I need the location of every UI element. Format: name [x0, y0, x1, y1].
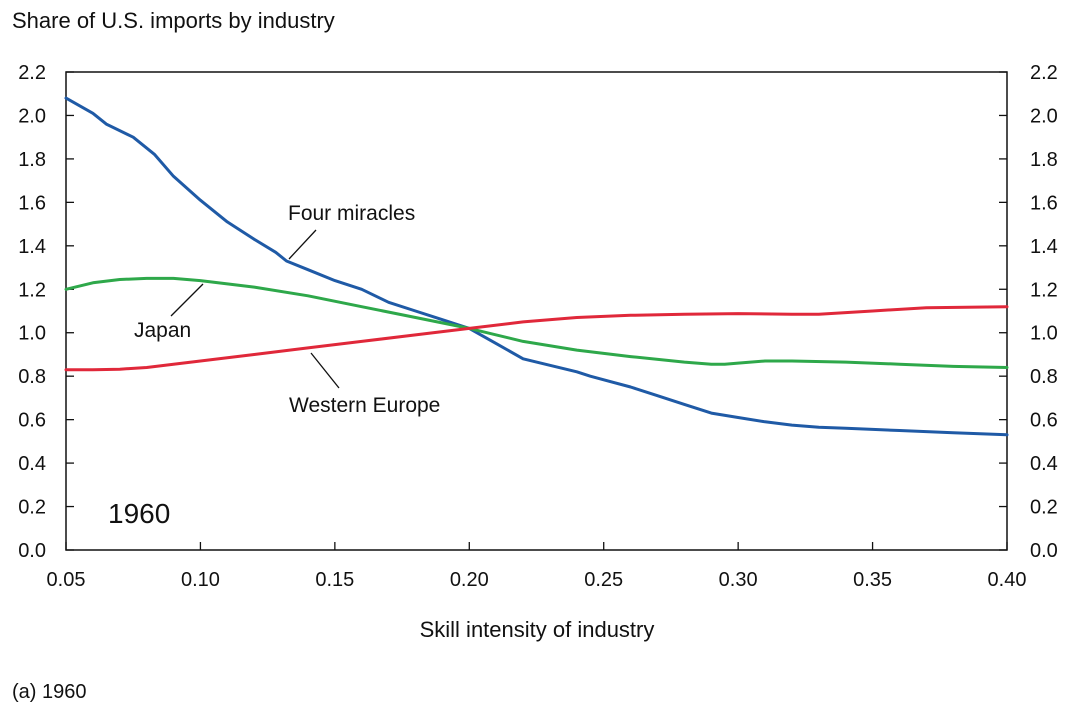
y-tick-label-right: 1.8: [1030, 149, 1058, 171]
y-tick-label-right: 1.0: [1030, 323, 1058, 345]
leader-line-japan: [170, 283, 204, 317]
series-line-four-miracles: [64, 96, 1009, 437]
y-tick-label-left: 2.0: [18, 105, 46, 127]
x-tick-label: 0.20: [450, 569, 489, 591]
y-tick-label-left: 1.0: [18, 323, 46, 345]
y-tick-label-right: 2.0: [1030, 105, 1058, 127]
y-tick-label-left: 0.0: [18, 540, 46, 562]
plot-frame: [65, 71, 1008, 551]
leader-line-western-europe: [310, 352, 340, 389]
y-tick-label-left: 1.6: [18, 192, 46, 214]
y-tick-label-right: 0.0: [1030, 540, 1058, 562]
y-tick-label-left: 1.8: [18, 149, 46, 171]
series-line-japan: [64, 276, 1009, 369]
series-label-four-miracles: Four miracles: [288, 202, 415, 225]
y-tick-label-left: 0.6: [18, 410, 46, 432]
figure-caption: (a) 1960: [12, 681, 87, 703]
y-tick-label-right: 0.2: [1030, 497, 1058, 519]
x-tick-label: 0.35: [853, 569, 892, 591]
leader-line-four-miracles: [288, 229, 317, 260]
y-tick-label-right: 0.4: [1030, 453, 1058, 475]
annotation-layer: Four miracles Japan Western Europe: [134, 202, 440, 417]
chart-axes: 0.0 0.0 0.2 0.2 0.4 0.4 0.6 0.6 0.8 0.8 1.0 1.0 1.2 1…: [18, 62, 1058, 591]
series-line-western-europe: [64, 305, 1009, 372]
x-tick-label: 0.05: [47, 569, 86, 591]
y-tick-label-left: 1.4: [18, 236, 46, 258]
y-tick-label-right: 1.4: [1030, 236, 1058, 258]
y-tick-label-left: 0.4: [18, 453, 46, 475]
series-label-japan: Japan: [134, 319, 191, 342]
x-axis-label: Skill intensity of industry: [420, 617, 655, 642]
year-annotation: 1960: [108, 498, 170, 529]
x-tick-label: 0.25: [584, 569, 623, 591]
y-tick-label-right: 1.6: [1030, 192, 1058, 214]
y-tick-label-right: 1.2: [1030, 279, 1058, 301]
series-label-western-europe: Western Europe: [289, 394, 440, 417]
x-tick-label: 0.40: [988, 569, 1027, 591]
y-tick-label-left: 1.2: [18, 279, 46, 301]
y-tick-label-left: 0.2: [18, 497, 46, 519]
y-tick-label-right: 2.2: [1030, 62, 1058, 84]
y-tick-label-left: 2.2: [18, 62, 46, 84]
y-tick-label-left: 0.8: [18, 366, 46, 388]
x-tick-label: 0.10: [181, 569, 220, 591]
y-tick-label-right: 0.8: [1030, 366, 1058, 388]
x-tick-label: 0.30: [719, 569, 758, 591]
x-tick-label: 0.15: [315, 569, 354, 591]
series-layer: [64, 96, 1009, 437]
y-axis-label: Share of U.S. imports by industry: [12, 8, 335, 33]
y-tick-label-right: 0.6: [1030, 410, 1058, 432]
